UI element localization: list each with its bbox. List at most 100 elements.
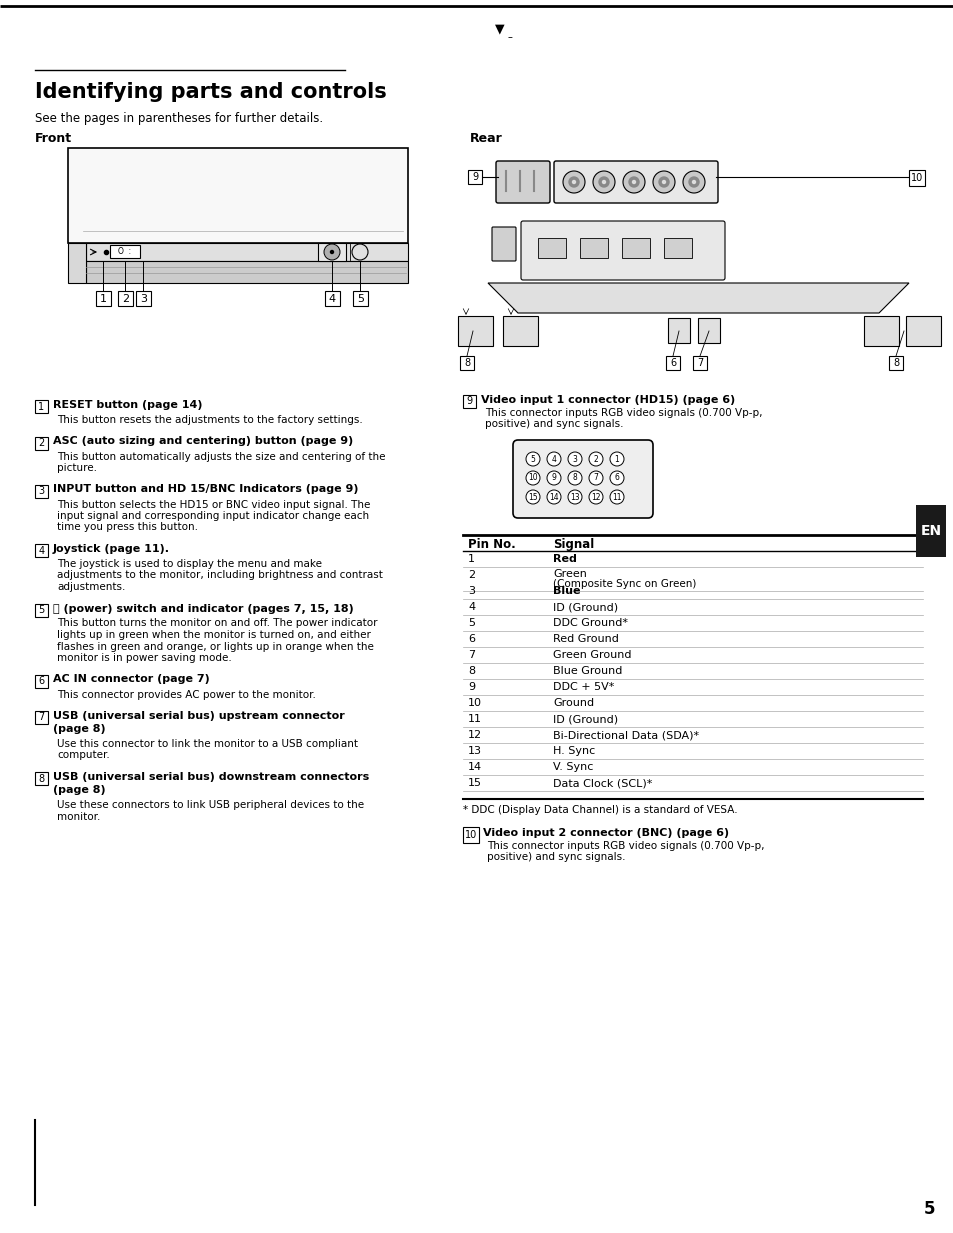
Text: 15: 15 [468, 778, 481, 788]
Circle shape [352, 244, 368, 260]
Text: * DDC (Display Data Channel) is a standard of VESA.: * DDC (Display Data Channel) is a standa… [462, 805, 737, 815]
Text: (page 8): (page 8) [53, 785, 106, 795]
Text: 2: 2 [468, 570, 475, 580]
Circle shape [661, 180, 665, 184]
Text: Blue Ground: Blue Ground [553, 666, 621, 676]
Bar [698, 318, 720, 343]
Circle shape [525, 471, 539, 485]
Circle shape [572, 180, 575, 184]
Circle shape [688, 178, 699, 187]
Text: 10: 10 [910, 173, 923, 182]
Text: 5: 5 [38, 605, 45, 615]
Circle shape [525, 490, 539, 504]
Text: ID (Ground): ID (Ground) [553, 714, 618, 724]
Text: 2: 2 [122, 293, 129, 303]
Circle shape [588, 453, 602, 466]
Text: 6: 6 [468, 634, 475, 644]
Circle shape [568, 178, 578, 187]
Text: 1: 1 [614, 455, 618, 464]
Circle shape [632, 180, 635, 184]
Text: Video input 2 connector (BNC) (page 6): Video input 2 connector (BNC) (page 6) [482, 829, 728, 838]
Bar [663, 238, 691, 258]
Text: Bi-Directional Data (SDA)*: Bi-Directional Data (SDA)* [553, 730, 699, 740]
Text: Blue: Blue [553, 586, 579, 596]
Bar [502, 316, 537, 346]
Text: 9: 9 [468, 682, 475, 692]
Polygon shape [488, 284, 908, 313]
Text: 14: 14 [468, 762, 481, 772]
Text: 7: 7 [593, 473, 598, 482]
Text: adjustments to the monitor, including brightness and contrast: adjustments to the monitor, including br… [57, 571, 382, 581]
Circle shape [567, 490, 581, 504]
Text: 2: 2 [38, 438, 45, 448]
Circle shape [598, 178, 608, 187]
Text: Green: Green [553, 568, 586, 580]
Bar [118, 291, 132, 306]
Circle shape [324, 244, 339, 260]
Text: Ground: Ground [553, 698, 594, 708]
Bar [35, 603, 48, 616]
Text: Use this connector to link the monitor to a USB compliant: Use this connector to link the monitor t… [57, 739, 357, 748]
Bar [317, 243, 346, 261]
Text: picture.: picture. [57, 464, 97, 473]
Text: 6: 6 [669, 358, 676, 367]
Text: Pin No.: Pin No. [468, 538, 516, 551]
Text: 11: 11 [468, 714, 481, 724]
Bar [110, 245, 140, 258]
Circle shape [588, 471, 602, 485]
Bar [86, 243, 408, 261]
Bar [68, 243, 86, 284]
Circle shape [593, 171, 615, 194]
Text: 10: 10 [468, 698, 481, 708]
Bar [96, 291, 111, 306]
Circle shape [546, 453, 560, 466]
FancyBboxPatch shape [513, 440, 652, 518]
Text: monitor is in power saving mode.: monitor is in power saving mode. [57, 653, 232, 663]
Text: This button resets the adjustments to the factory settings.: This button resets the adjustments to th… [57, 416, 362, 425]
Text: 9: 9 [466, 397, 472, 407]
Circle shape [652, 171, 675, 194]
Text: 8: 8 [468, 666, 475, 676]
Text: 8: 8 [892, 358, 898, 367]
Text: This connector provides AC power to the monitor.: This connector provides AC power to the … [57, 689, 315, 699]
Text: 7: 7 [468, 650, 475, 660]
Text: DDC Ground*: DDC Ground* [553, 618, 627, 628]
Circle shape [546, 490, 560, 504]
Text: 15: 15 [528, 492, 537, 502]
Circle shape [628, 178, 639, 187]
Text: ID (Ground): ID (Ground) [553, 602, 618, 612]
Text: 10: 10 [528, 473, 537, 482]
Text: ▼: ▼ [495, 22, 504, 35]
Text: 6: 6 [38, 676, 45, 686]
Text: 4: 4 [329, 293, 335, 303]
Bar [579, 238, 607, 258]
Text: 9: 9 [551, 473, 556, 482]
Circle shape [525, 453, 539, 466]
Text: 4: 4 [38, 545, 45, 556]
Circle shape [609, 453, 623, 466]
Text: 1: 1 [38, 402, 45, 412]
Circle shape [609, 471, 623, 485]
Text: H. Sync: H. Sync [553, 746, 595, 756]
Circle shape [622, 171, 644, 194]
Bar [86, 261, 408, 284]
Bar [667, 318, 689, 343]
Bar [915, 506, 945, 557]
Text: The joystick is used to display the menu and make: The joystick is used to display the menu… [57, 559, 322, 568]
Text: 11: 11 [612, 492, 621, 502]
Text: 13: 13 [468, 746, 481, 756]
Bar [35, 399, 48, 413]
Text: monitor.: monitor. [57, 811, 100, 821]
Text: Use these connectors to link USB peripheral devices to the: Use these connectors to link USB periphe… [57, 800, 364, 810]
Text: 3: 3 [468, 586, 475, 596]
Bar [692, 356, 706, 370]
Bar [325, 291, 339, 306]
Text: 5: 5 [530, 455, 535, 464]
Text: 3: 3 [572, 455, 577, 464]
Text: Front: Front [35, 132, 72, 145]
Circle shape [330, 250, 334, 254]
Text: Green Ground: Green Ground [553, 650, 631, 660]
Text: This button turns the monitor on and off. The power indicator: This button turns the monitor on and off… [57, 619, 377, 629]
Text: positive) and sync signals.: positive) and sync signals. [484, 419, 623, 429]
Text: 3: 3 [38, 486, 45, 496]
